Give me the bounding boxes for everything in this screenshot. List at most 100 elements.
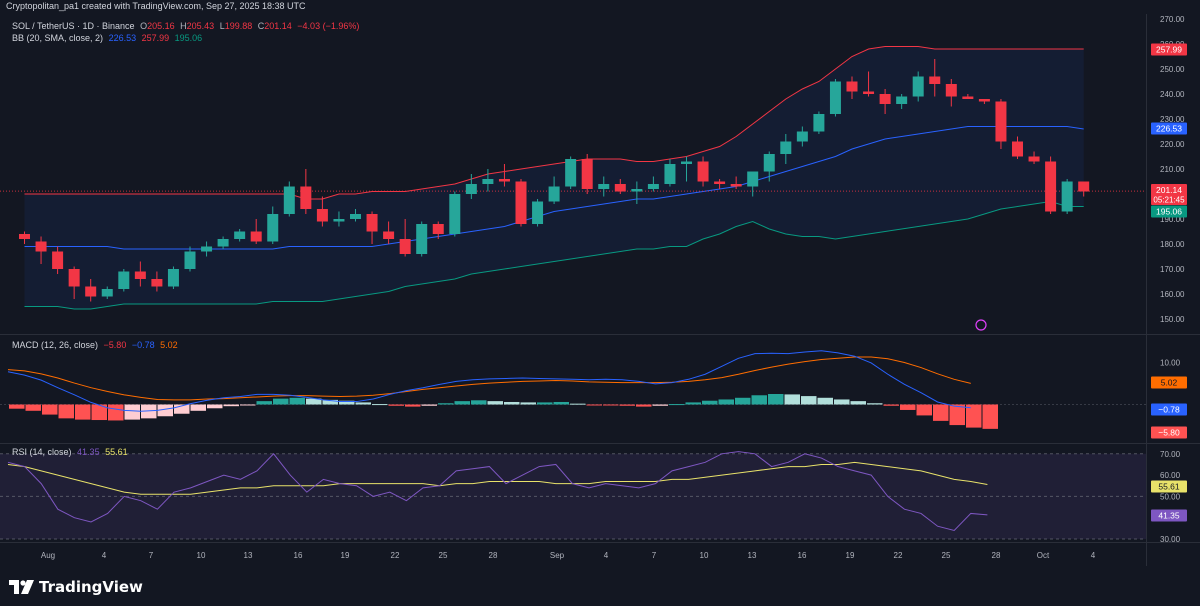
tradingview-logo-text: TradingView: [39, 578, 143, 596]
macd-histogram-bar: [916, 404, 932, 416]
candle-body: [1078, 181, 1090, 192]
candle-body: [846, 81, 858, 92]
bb-upper-tag: 257.99: [1156, 45, 1182, 55]
macd-legend: MACD (12, 26, close) −5.80 −0.78 5.02: [12, 340, 181, 350]
price-legend: SOL / TetherUS · 1D · Binance O205.16 H2…: [12, 21, 362, 31]
rsi-tag-bg: [1151, 509, 1187, 522]
tradingview-logo[interactable]: TradingView: [9, 578, 143, 596]
time-axis-tick-label: 10: [700, 551, 709, 560]
macd-signal-value: 5.02: [160, 340, 178, 350]
symbol-label: SOL / TetherUS · 1D · Binance: [12, 21, 135, 31]
time-axis-tick-label: Aug: [41, 551, 55, 560]
macd-hist-tag: −5.80: [1158, 428, 1180, 438]
bb-label: BB (20, SMA, close, 2): [12, 33, 104, 43]
candle-body: [565, 159, 577, 187]
macd-histogram-bar: [454, 401, 470, 405]
time-axis-tick-label: 10: [197, 551, 206, 560]
time-axis-tick-label: 16: [294, 551, 303, 560]
macd-histogram-bar: [883, 404, 899, 406]
bb-lower-tag-bg: [1151, 205, 1187, 218]
macd-histogram-bar: [438, 403, 454, 405]
candle-body: [333, 219, 345, 222]
macd-histogram-bar: [174, 404, 190, 414]
rsi-line: [7, 451, 988, 532]
macd-histogram-bar: [603, 404, 619, 406]
macd-hist-value: −5.80: [103, 340, 127, 350]
macd-histogram-bar: [504, 401, 520, 405]
bb-basis-value: 226.53: [108, 33, 137, 43]
macd-histogram-bar: [355, 402, 371, 405]
price-tag-bg: [1151, 184, 1187, 205]
time-axis-tick-label: 28: [992, 551, 1001, 560]
macd-line-value: −0.78: [131, 340, 155, 350]
candle-body: [747, 171, 759, 187]
macd-signal-tag: 5.02: [1161, 378, 1178, 388]
time-axis-tick-label: 22: [391, 551, 400, 560]
time-axis-tick-label: 4: [102, 551, 107, 560]
candle-body: [763, 154, 775, 172]
price-axis-tick-label: 170.00: [1160, 265, 1185, 274]
time-axis-tick-label: 22: [894, 551, 903, 560]
candle-body: [217, 239, 229, 247]
candle-body: [1028, 156, 1040, 162]
time-axis-tick-label: 7: [149, 551, 154, 560]
candle-body: [598, 184, 610, 189]
price-axis-tick-label: 190.00: [1160, 215, 1185, 224]
candle-body: [52, 251, 64, 269]
macd-histogram-bar: [372, 404, 388, 406]
candle-body: [664, 164, 676, 184]
chart-credit: Cryptopolitan_pa1 created with TradingVi…: [6, 1, 306, 11]
candle-body: [548, 186, 560, 202]
candle-body: [151, 279, 163, 287]
candle-body: [614, 184, 626, 192]
macd-histogram-bar: [207, 404, 223, 409]
candle-body: [300, 186, 312, 209]
macd-histogram-bar: [867, 403, 883, 405]
macd-histogram-bar: [685, 402, 701, 405]
candle-body: [714, 181, 726, 184]
candle-body: [19, 234, 30, 239]
candle-body: [432, 224, 444, 234]
time-axis-tick-label: 19: [846, 551, 855, 560]
bb-basis-line: [24, 126, 1084, 250]
price-axis-tick-label: 220.00: [1160, 140, 1185, 149]
price-axis-tick-label: 230.00: [1160, 115, 1185, 124]
macd-axis-tick-label: 10.00: [1160, 359, 1181, 368]
candle-body: [68, 269, 80, 287]
candle-body: [35, 241, 47, 252]
macd-signal-line: [7, 356, 971, 401]
time-axis-tick-label: 25: [439, 551, 448, 560]
candle-body: [134, 271, 146, 279]
macd-line-tag: −0.78: [1158, 405, 1180, 415]
macd-histogram-bar: [669, 404, 685, 406]
macd-histogram-bar: [702, 400, 718, 405]
price-axis-tick-label: 250.00: [1160, 65, 1185, 74]
macd-histogram-bar: [801, 396, 817, 405]
candle-body: [896, 96, 908, 104]
price-axis-tick-label: 160.00: [1160, 290, 1185, 299]
time-axis-tick-label: 4: [604, 551, 609, 560]
price-axis-tick-label: 210.00: [1160, 165, 1185, 174]
candle-body: [250, 231, 262, 242]
rsi-axis-tick-label: 30.00: [1160, 535, 1181, 544]
macd-line-tag-bg: [1151, 403, 1187, 416]
macd-histogram-bar: [735, 397, 751, 405]
bb-lower-line: [24, 200, 1084, 310]
candle-body: [631, 189, 643, 192]
candle-body: [978, 99, 990, 102]
macd-histogram-bar: [768, 394, 784, 405]
candle-body: [101, 289, 113, 297]
candle-body: [813, 114, 825, 132]
time-axis-tick-label: 19: [341, 551, 350, 560]
macd-histogram-bar: [834, 399, 850, 405]
macd-histogram-bar: [322, 399, 338, 405]
time-axis-tick-label: 4: [1091, 551, 1096, 560]
macd-label: MACD (12, 26, close): [12, 340, 99, 350]
candle-body: [234, 231, 246, 239]
candle-body: [796, 131, 808, 142]
rsi-legend: RSI (14, close) 41.35 55.61: [12, 447, 131, 457]
rsi-tag: 41.35: [1158, 511, 1180, 521]
time-axis-tick-label: Sep: [550, 551, 565, 560]
macd-histogram-bar: [306, 398, 322, 405]
